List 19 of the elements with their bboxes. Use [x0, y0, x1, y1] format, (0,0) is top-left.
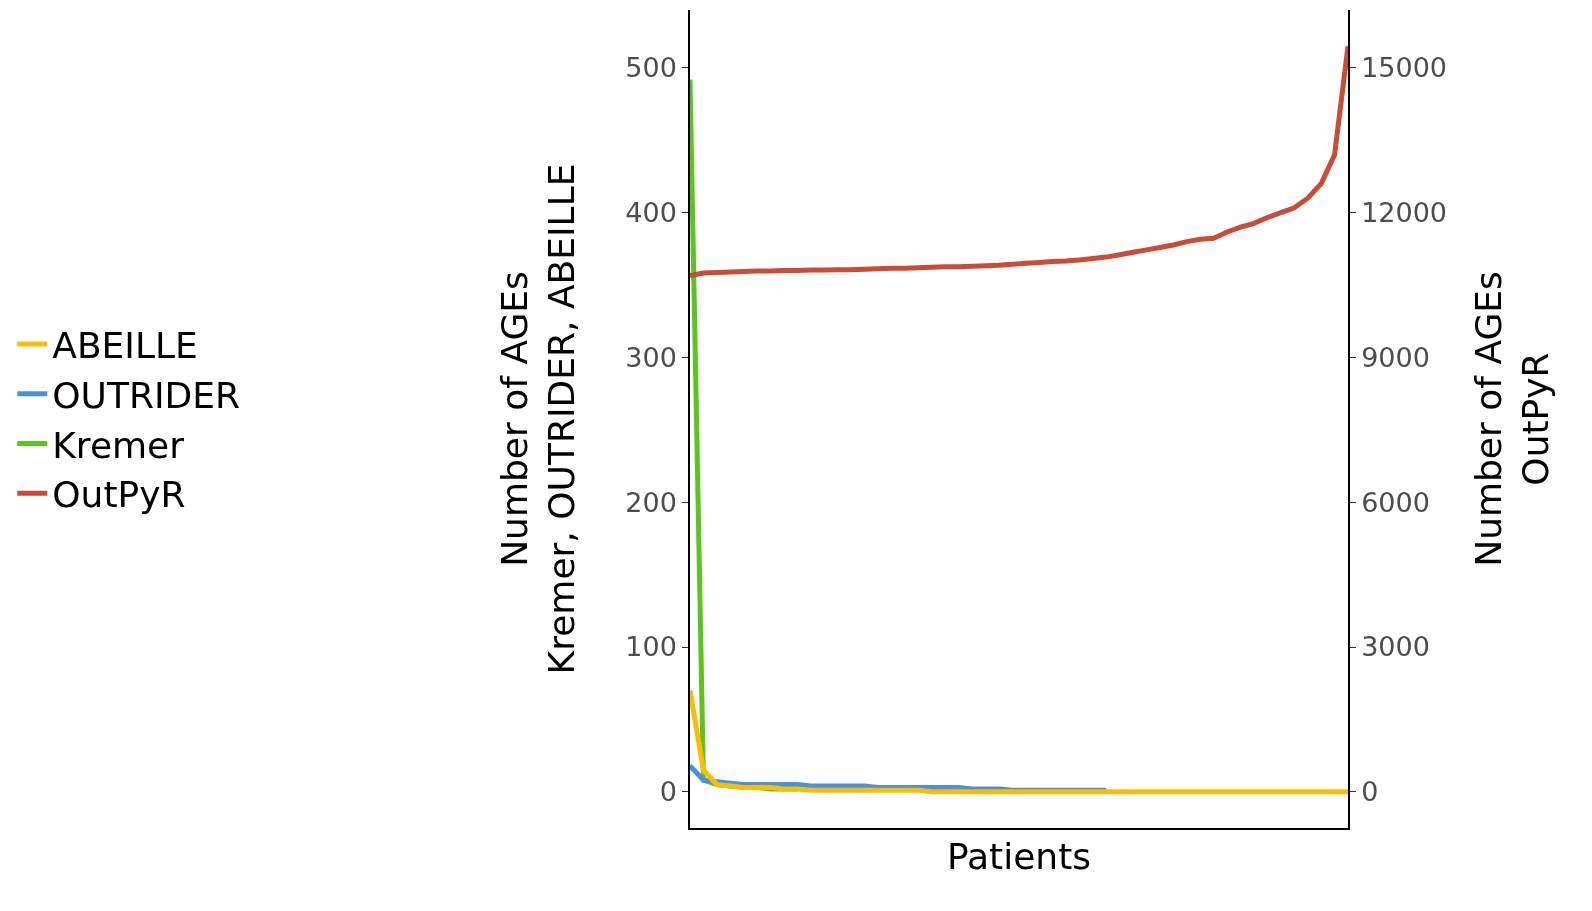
y-axis-title: Number of AGEs Kremer, OUTRIDER, ABEILLE: [493, 163, 582, 675]
y2-tick-label: 3000: [1361, 631, 1430, 663]
y2-tick-label: 15000: [1361, 52, 1448, 84]
y-tick-label: 100: [625, 631, 677, 663]
legend-label: OutPyR: [52, 474, 186, 516]
y-tick-label: 300: [625, 341, 677, 373]
y2-tick-label: 0: [1361, 776, 1379, 808]
y-tick-label: 500: [625, 52, 677, 84]
y2-tick-label: 6000: [1361, 486, 1430, 518]
legend-label: OUTRIDER: [52, 374, 241, 416]
y-tick-label: 0: [659, 776, 677, 808]
y2-tick-label: 12000: [1361, 197, 1448, 229]
legend-label: Kremer: [52, 424, 185, 466]
legend-label: ABEILLE: [52, 324, 198, 366]
y2-axis-title: Number of AGEs OutPyR: [1468, 271, 1557, 567]
x-axis-title: Patients: [946, 835, 1092, 877]
y2-tick-label: 9000: [1361, 341, 1430, 373]
y-tick-label: 400: [625, 197, 677, 229]
y-tick-label: 200: [625, 486, 677, 518]
